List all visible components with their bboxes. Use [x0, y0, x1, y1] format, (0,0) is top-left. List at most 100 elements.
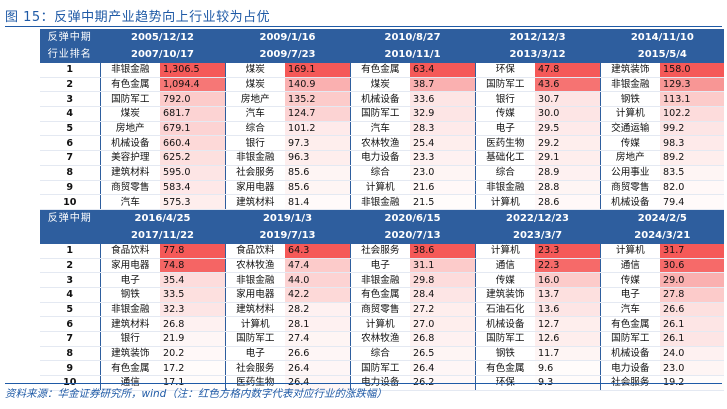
return-value-cell: 83.5 — [660, 165, 725, 181]
return-value-cell: 26.4 — [410, 360, 476, 377]
rank-cell: 4 — [40, 287, 100, 303]
return-value-cell: 113.1 — [660, 91, 725, 108]
table-row: 8 建筑装饰 20.2 电子 26.6 综合 26.5 钢铁 11.7 机械设备 24.0 — [40, 346, 725, 362]
industry-name-cell: 农林牧渔 — [224, 258, 285, 274]
header-label: 行业排名 — [40, 46, 100, 63]
industry-name-cell: 家用电器 — [224, 287, 285, 303]
return-value-cell: 77.8 — [160, 243, 225, 259]
rank-cell: 2 — [40, 77, 100, 93]
return-value-cell: 26.1 — [660, 331, 725, 347]
period-end-date: 2020/7/13 — [349, 226, 476, 244]
header-label — [40, 226, 100, 244]
return-value-cell: 29.0 — [660, 272, 725, 288]
rank-cell: 9 — [40, 360, 100, 377]
industry-name-cell: 非银金融 — [99, 302, 160, 318]
return-value-cell: 33.6 — [410, 91, 476, 108]
table-row: 10 汽车 575.3 建筑材料 81.4 非银金融 21.5 计算机 28.6 机械设备 79.4 — [40, 194, 725, 210]
return-value-cell: 583.4 — [160, 180, 225, 196]
industry-name-cell: 传媒 — [474, 272, 536, 288]
industry-name-cell: 交通运输 — [599, 121, 661, 137]
header-row-end: 2017/11/22 2019/7/13 2020/7/13 2023/3/7 2024… — [40, 226, 725, 244]
rank-cell: 8 — [40, 165, 100, 181]
return-value-cell: 21.6 — [410, 180, 476, 196]
industry-name-cell: 非银金融 — [224, 272, 285, 288]
return-value-cell: 38.6 — [410, 243, 476, 259]
industry-name-cell: 煤炭 — [99, 106, 160, 122]
period-start-date: 2005/12/12 — [99, 29, 225, 46]
industry-name-cell: 建筑装饰 — [99, 346, 160, 362]
industry-name-cell: 综合 — [474, 165, 536, 181]
rank-cell: 7 — [40, 331, 100, 347]
return-value-cell: 21.9 — [160, 331, 225, 347]
industry-name-cell: 综合 — [349, 165, 411, 181]
period-start-date: 2020/6/15 — [349, 209, 476, 227]
industry-name-cell: 电子 — [599, 287, 661, 303]
industry-name-cell: 传媒 — [599, 135, 661, 152]
table-row: 9 商贸零售 583.4 家用电器 85.6 计算机 21.6 非银金融 28.8 商贸零售 82.… — [40, 180, 725, 196]
period-end-date: 2023/3/7 — [474, 226, 601, 244]
return-value-cell: 158.0 — [660, 63, 725, 78]
industry-name-cell: 美容护理 — [99, 150, 160, 166]
industry-name-cell: 机械设备 — [99, 135, 160, 152]
rank-cell: 2 — [40, 258, 100, 274]
table-row: 4 钢铁 33.5 家用电器 42.2 有色金属 28.4 建筑装饰 13.7 电子 27.8 — [40, 287, 725, 303]
industry-name-cell: 电子 — [224, 346, 285, 362]
table-row: 4 煤炭 681.7 汽车 124.7 国防军工 32.9 传媒 30.0 计算机 102.2 — [40, 106, 725, 122]
return-value-cell: 20.2 — [160, 346, 225, 362]
return-value-cell: 13.6 — [535, 302, 601, 318]
return-value-cell: 681.7 — [160, 106, 225, 122]
industry-name-cell: 社会服务 — [224, 360, 285, 377]
industry-name-cell: 国防军工 — [599, 331, 661, 347]
table-row: 7 银行 21.9 国防军工 27.4 农林牧渔 26.8 国防军工 12.6 国防军工 26.1 — [40, 331, 725, 347]
period-end-date: 2017/11/22 — [99, 226, 225, 244]
return-value-cell: 575.3 — [160, 194, 225, 210]
return-value-cell: 26.6 — [285, 346, 351, 362]
return-value-cell: 29.8 — [410, 272, 476, 288]
rank-cell: 3 — [40, 91, 100, 108]
rank-cell: 5 — [40, 121, 100, 137]
industry-name-cell: 有色金属 — [349, 63, 411, 78]
header-row-start: 反弹中期 2005/12/12 2009/1/16 2010/8/27 2012/12/… — [40, 29, 725, 46]
industry-name-cell: 商贸零售 — [99, 180, 160, 196]
header-row-start: 反弹中期 2016/4/25 2019/1/3 2020/6/15 2022/12/23… — [40, 209, 725, 227]
return-value-cell: 82.0 — [660, 180, 725, 196]
industry-name-cell: 非银金融 — [224, 150, 285, 166]
industry-name-cell: 食品饮料 — [99, 243, 160, 259]
header-label: 反弹中期 — [40, 209, 100, 227]
period-end-date: 2013/3/12 — [474, 46, 601, 63]
header-row-end: 行业排名 2007/10/17 2009/7/23 2010/11/1 2013/3/1… — [40, 46, 725, 63]
industry-name-cell: 家用电器 — [99, 258, 160, 274]
industry-name-cell: 通信 — [474, 258, 536, 274]
return-value-cell: 12.6 — [535, 331, 601, 347]
industry-name-cell: 社会服务 — [224, 165, 285, 181]
period-start-date: 2012/12/3 — [474, 29, 601, 46]
industry-name-cell: 房地产 — [99, 121, 160, 137]
table-row: 3 电子 35.4 非银金融 44.0 非银金融 29.8 传媒 16.0 传媒 29.0 — [40, 272, 725, 288]
industry-name-cell: 传媒 — [599, 272, 661, 288]
return-value-cell: 28.4 — [410, 287, 476, 303]
industry-name-cell: 钢铁 — [599, 91, 661, 108]
return-value-cell: 27.0 — [410, 316, 476, 332]
return-value-cell: 595.0 — [160, 165, 225, 181]
return-value-cell: 23.3 — [410, 150, 476, 166]
return-value-cell: 660.4 — [160, 135, 225, 152]
industry-name-cell: 电力设备 — [349, 150, 411, 166]
return-value-cell: 32.3 — [160, 302, 225, 318]
table-row: 8 建筑材料 595.0 社会服务 85.6 综合 23.0 综合 28.9 公用事业 83.5 — [40, 165, 725, 181]
industry-name-cell: 建筑装饰 — [599, 63, 661, 78]
industry-name-cell: 非银金融 — [99, 63, 160, 78]
rank-cell: 4 — [40, 106, 100, 122]
return-value-cell: 23.3 — [535, 243, 601, 259]
return-value-cell: 98.3 — [660, 135, 725, 152]
return-value-cell: 43.6 — [535, 77, 601, 93]
table-row: 2 有色金属 1,094.4 煤炭 140.9 煤炭 38.7 国防军工 43.6 非银金融 129… — [40, 77, 725, 93]
return-value-cell: 17.1 — [160, 375, 225, 391]
industry-name-cell: 商贸零售 — [349, 302, 411, 318]
industry-name-cell: 有色金属 — [99, 360, 160, 377]
industry-name-cell: 房地产 — [599, 150, 661, 166]
return-value-cell: 16.0 — [535, 272, 601, 288]
return-value-cell: 26.1 — [660, 316, 725, 332]
period-start-date: 2014/11/10 — [599, 29, 725, 46]
period-start-date: 2010/8/27 — [349, 29, 476, 46]
return-value-cell: 26.8 — [410, 331, 476, 347]
